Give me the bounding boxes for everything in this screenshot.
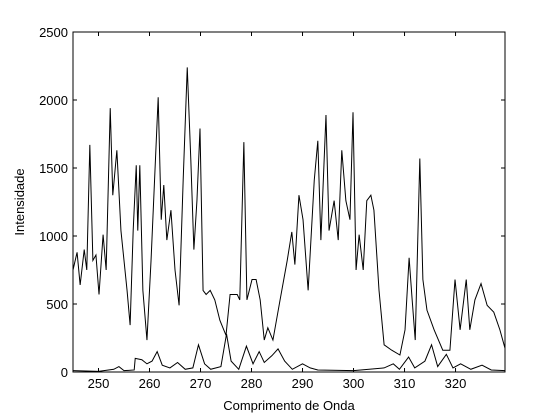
x-tick-label: 290 — [292, 376, 314, 391]
spectrum-line — [72, 67, 506, 356]
y-tick-label: 1500 — [39, 161, 68, 176]
x-tick-label: 270 — [190, 376, 212, 391]
y-tick-label: 1000 — [39, 229, 68, 244]
y-tick-label: 0 — [61, 365, 68, 380]
x-axis-label: Comprimento de Onda — [223, 398, 355, 413]
y-tick-label: 2000 — [39, 93, 68, 108]
spectrum-line — [72, 333, 506, 372]
x-tick-label: 310 — [394, 376, 416, 391]
x-tick-label: 260 — [139, 376, 161, 391]
x-tick-label: 250 — [88, 376, 110, 391]
x-tick-label: 320 — [445, 376, 467, 391]
y-tick-label: 500 — [46, 297, 68, 312]
y-tick-label: 2500 — [39, 25, 68, 40]
y-axis-label: Intensidade — [12, 168, 27, 235]
x-tick-label: 280 — [241, 376, 263, 391]
x-tick-label: 300 — [343, 376, 365, 391]
plot-frame — [72, 31, 506, 373]
